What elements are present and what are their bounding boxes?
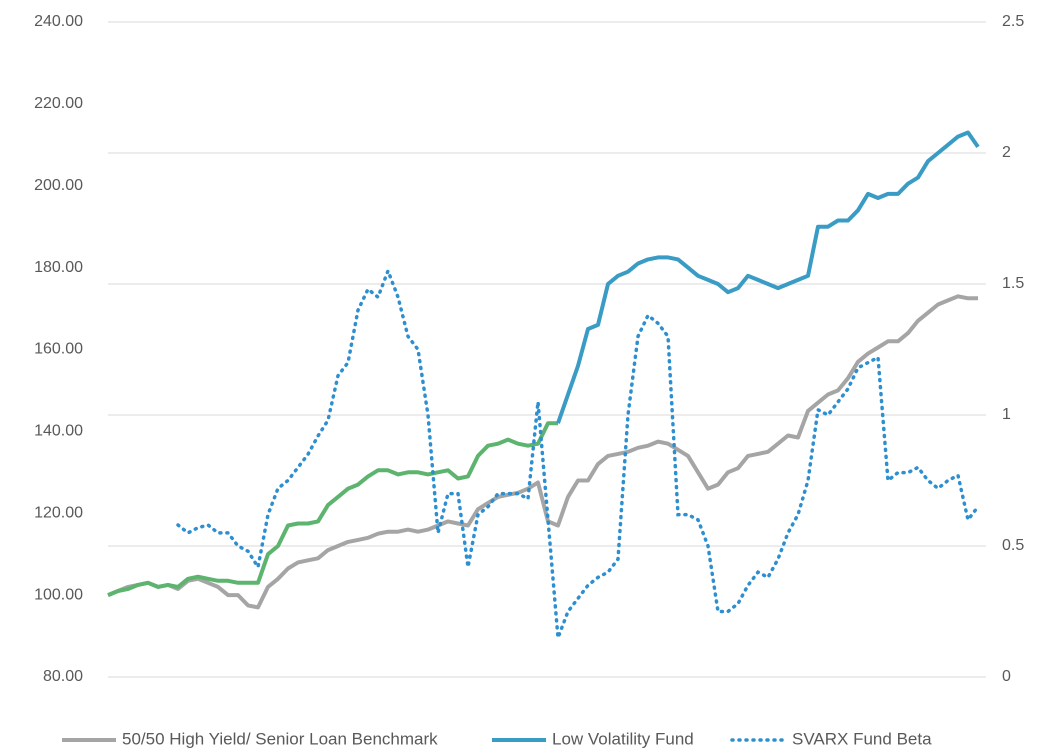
legend-label: 50/50 High Yield/ Senior Loan Benchmark — [122, 729, 438, 748]
y-tick-label: 80.00 — [43, 668, 83, 685]
y2-tick-label: 1.5 — [1002, 275, 1024, 292]
y-tick-label: 220.00 — [34, 95, 83, 112]
series-line — [107, 294, 978, 610]
series-line — [176, 265, 980, 639]
y-tick-label: 240.00 — [34, 13, 83, 30]
series-line — [107, 421, 558, 597]
y-tick-label: 160.00 — [34, 341, 83, 358]
y-tick-label: 180.00 — [34, 259, 83, 276]
y-tick-label: 200.00 — [34, 177, 83, 194]
y-tick-label: 140.00 — [34, 423, 83, 440]
y2-tick-label: 0.5 — [1002, 537, 1024, 554]
y2-tick-label: 0 — [1002, 668, 1011, 685]
y-tick-label: 120.00 — [34, 504, 83, 521]
y-tick-label: 100.00 — [34, 586, 83, 603]
y2-tick-label: 2 — [1002, 144, 1011, 161]
legend-label: SVARX Fund Beta — [792, 729, 932, 748]
series-line — [556, 130, 980, 424]
y2-tick-label: 1 — [1002, 406, 1011, 423]
y2-tick-label: 2.5 — [1002, 13, 1024, 30]
legend-label: Low Volatility Fund — [552, 729, 694, 748]
